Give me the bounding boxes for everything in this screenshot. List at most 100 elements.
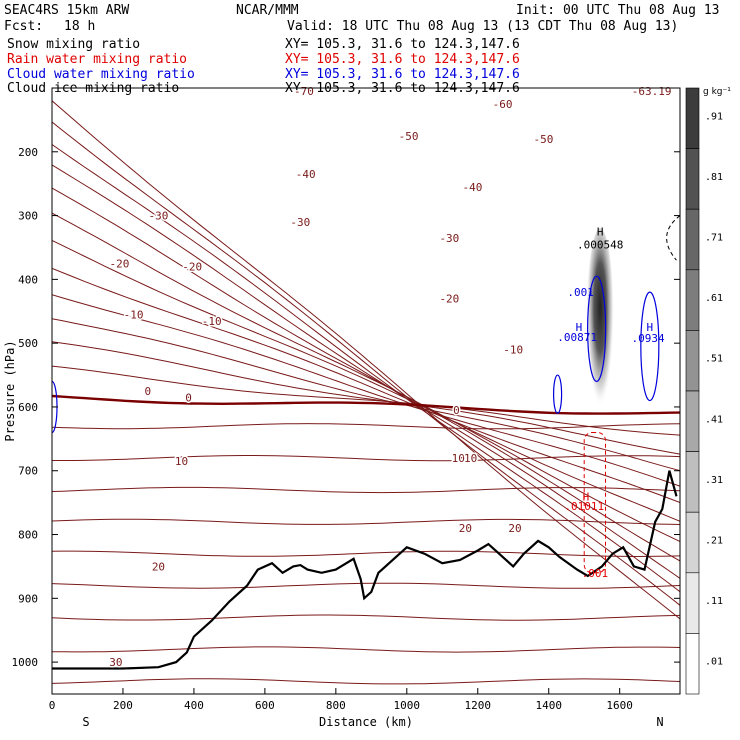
isotherm-line xyxy=(52,318,680,472)
maximum-label: .0934 xyxy=(632,332,665,345)
isotherm-label: -63.19 xyxy=(632,85,672,98)
colorbar-label: .71 xyxy=(705,232,723,243)
isotherm-label: -30 xyxy=(149,210,169,223)
isotherm-label: -60 xyxy=(493,98,513,111)
colorbar-units: g kg⁻¹ xyxy=(703,87,731,97)
isotherm-line xyxy=(52,187,680,562)
maximum-label: .001 xyxy=(582,567,609,580)
isotherm-label: -10 xyxy=(202,315,222,328)
north-label: N xyxy=(656,715,663,729)
isotherm-line xyxy=(52,100,680,620)
isotherm-line xyxy=(52,267,680,503)
field-label-cloud-water: Cloud water mixing ratio xyxy=(7,67,195,82)
isotherm-label: 10 xyxy=(464,452,477,465)
isotherm-label: 0 xyxy=(453,404,460,417)
isotherm-label: -50 xyxy=(533,133,553,146)
y-tick-label: 800 xyxy=(18,529,38,542)
maximum-label: .01011 xyxy=(564,500,604,513)
colorbar-swatch xyxy=(685,451,700,513)
isotherm-label: -20 xyxy=(109,257,129,270)
x-tick-label: 1400 xyxy=(535,699,562,712)
isotherm-line xyxy=(52,455,680,462)
isotherm-label: 30 xyxy=(109,656,122,669)
rain-water-contour xyxy=(583,431,606,574)
forecast-label: Fcst: xyxy=(4,19,43,34)
field-label-rain: Rain water mixing ratio xyxy=(7,52,187,67)
x-tick-label: 1600 xyxy=(606,699,633,712)
x-tick-label: 800 xyxy=(326,699,346,712)
south-label: S xyxy=(82,715,89,729)
cloud-water-contour xyxy=(640,291,660,402)
plot-area: -70 -60 -50 -50 -40 -40 -30 -30 -30 -20 -20 -20 -10 -… xyxy=(3,84,681,729)
x-axis-title: Distance (km) xyxy=(319,715,413,729)
colorbar-label: .01 xyxy=(705,657,723,668)
isotherm-label: 0 xyxy=(144,385,151,398)
isotherm-line xyxy=(52,423,680,430)
colorbar-swatch xyxy=(685,633,700,695)
isotherm-label: 10 xyxy=(452,452,465,465)
isotherm-line xyxy=(52,212,680,542)
isotherm-line xyxy=(52,164,680,579)
org-label: NCAR/MMM xyxy=(236,3,299,18)
isotherm-line xyxy=(52,678,680,685)
isotherm-label: -20 xyxy=(439,293,459,306)
terrain-surface xyxy=(52,470,678,670)
field-label-snow: Snow mixing ratio xyxy=(7,37,140,52)
colorbar-swatch xyxy=(685,269,700,331)
isotherm-line xyxy=(52,486,680,494)
isotherm-label: -30 xyxy=(290,216,310,229)
colorbar-swatch xyxy=(685,390,700,452)
isotherm-line xyxy=(52,341,680,455)
isotherm-label: 0 xyxy=(185,391,192,404)
colorbar-label: .61 xyxy=(705,293,723,304)
colorbar: .91 .81 .71 .61 .51 .41 .31 .21 .11 .01 g kg⁻¹ xyxy=(685,87,731,695)
isotherm-zero xyxy=(52,394,680,415)
field-xy-cloud-water: XY= 105.3, 31.6 to 124.3,147.6 xyxy=(285,67,520,82)
isotherm-label: -50 xyxy=(399,130,419,143)
y-tick-label: 200 xyxy=(18,146,38,159)
cloud-ice-shading xyxy=(586,228,615,427)
isotherm-label: 20 xyxy=(459,522,472,535)
y-tick-label: 300 xyxy=(18,210,38,223)
cloud-water-contour xyxy=(587,275,607,383)
colorbar-swatch xyxy=(685,330,700,392)
colorbar-swatch xyxy=(685,511,700,574)
y-tick-label: 500 xyxy=(18,337,38,350)
snow-contour xyxy=(666,215,680,261)
isotherm-label: -20 xyxy=(182,261,202,274)
init-time: Init: 00 UTC Thu 08 Aug 13 xyxy=(516,3,720,18)
maximum-label: H xyxy=(576,321,583,334)
isotherm-label: -10 xyxy=(503,344,523,357)
maximum-label: .00871 xyxy=(557,331,597,344)
colorbar-swatch xyxy=(685,208,700,271)
isotherm-label: -30 xyxy=(439,232,459,245)
isotherm-line xyxy=(52,239,680,522)
valid-time: Valid: 18 UTC Thu 08 Aug 13 (13 CDT Thu … xyxy=(287,19,678,34)
maximum-label: H xyxy=(597,226,604,239)
colorbar-label: .81 xyxy=(705,172,723,183)
colorbar-label: .41 xyxy=(705,414,723,425)
x-tick-label: 600 xyxy=(255,699,275,712)
plot-content xyxy=(52,100,680,685)
maximum-label: .001 xyxy=(567,286,594,299)
isotherm-label: 20 xyxy=(508,522,521,535)
maximum-label: H xyxy=(583,490,590,503)
maximum-label: .000548 xyxy=(577,238,623,251)
y-tick-label: 1000 xyxy=(12,656,39,669)
model-title: SEAC4RS 15km ARW xyxy=(4,3,129,18)
colorbar-label: .21 xyxy=(705,535,723,546)
colorbar-swatch xyxy=(685,87,700,149)
isotherm-line xyxy=(52,365,680,436)
isotherm-line xyxy=(52,294,680,487)
colorbar-label: .51 xyxy=(705,354,723,365)
y-tick-label: 400 xyxy=(18,273,38,286)
colorbar-label: .31 xyxy=(705,475,723,486)
colorbar-label: .91 xyxy=(705,111,723,122)
y-axis-title: Pressure (hPa) xyxy=(3,340,17,441)
y-tick-label: 600 xyxy=(18,401,38,414)
x-tick-label: 0 xyxy=(49,699,56,712)
y-tick-label: 900 xyxy=(18,592,38,605)
isotherm-line xyxy=(52,550,680,558)
cloud-water-contour xyxy=(552,374,563,414)
